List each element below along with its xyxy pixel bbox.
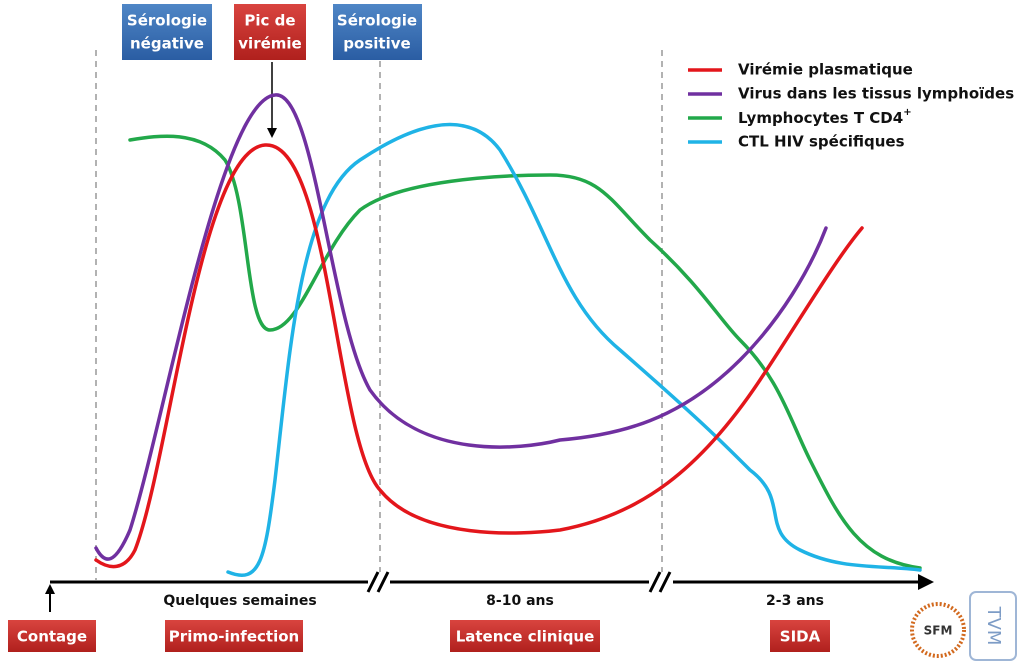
phase-label: 2-3 ans [766,593,824,609]
box-text: SIDA [780,628,821,646]
arrow-head [45,584,55,594]
axis-arrow [918,574,934,590]
label-box [450,620,600,652]
logo-text: TVM [983,606,1004,646]
phase-label: Quelques semaines [163,593,316,609]
box-text: Primo-infection [169,628,299,646]
viremia-curve [94,143,864,569]
legend-text: Lymphocytes T CD4 [738,109,903,127]
label-box [770,620,830,652]
arrow-head [267,128,277,138]
legend-label: Virémie plasmatique [738,61,913,79]
label-box [165,620,303,652]
logo-text: SFM [924,624,953,638]
legend-label: Lymphocytes T CD4+ [738,107,912,127]
cd4-curve [128,134,922,570]
box-text: virémie [238,35,301,53]
logo [969,591,1017,661]
legend-label: CTL HIV spécifiques [738,133,905,151]
phase-label: 8-10 ans [486,593,554,609]
legend-label: Virus dans les tissus lymphoïdes [738,85,1014,103]
tissue-virus-curve [94,93,828,561]
box-text: Contage [17,628,87,646]
box-text: Pic de [244,12,295,30]
label-box [8,620,96,652]
axis-break [366,571,390,593]
box-text: Sérologie [127,12,207,30]
box-text: positive [343,35,410,53]
box-text: Sérologie [337,12,417,30]
label-box [333,4,422,60]
ctl-curve [226,122,922,577]
superscript: + [903,107,911,118]
label-box [122,4,212,60]
box-text: négative [130,35,204,53]
axis-break [648,571,672,593]
box-text: Latence clinique [456,628,595,646]
label-box [234,4,306,60]
logo [910,602,966,658]
